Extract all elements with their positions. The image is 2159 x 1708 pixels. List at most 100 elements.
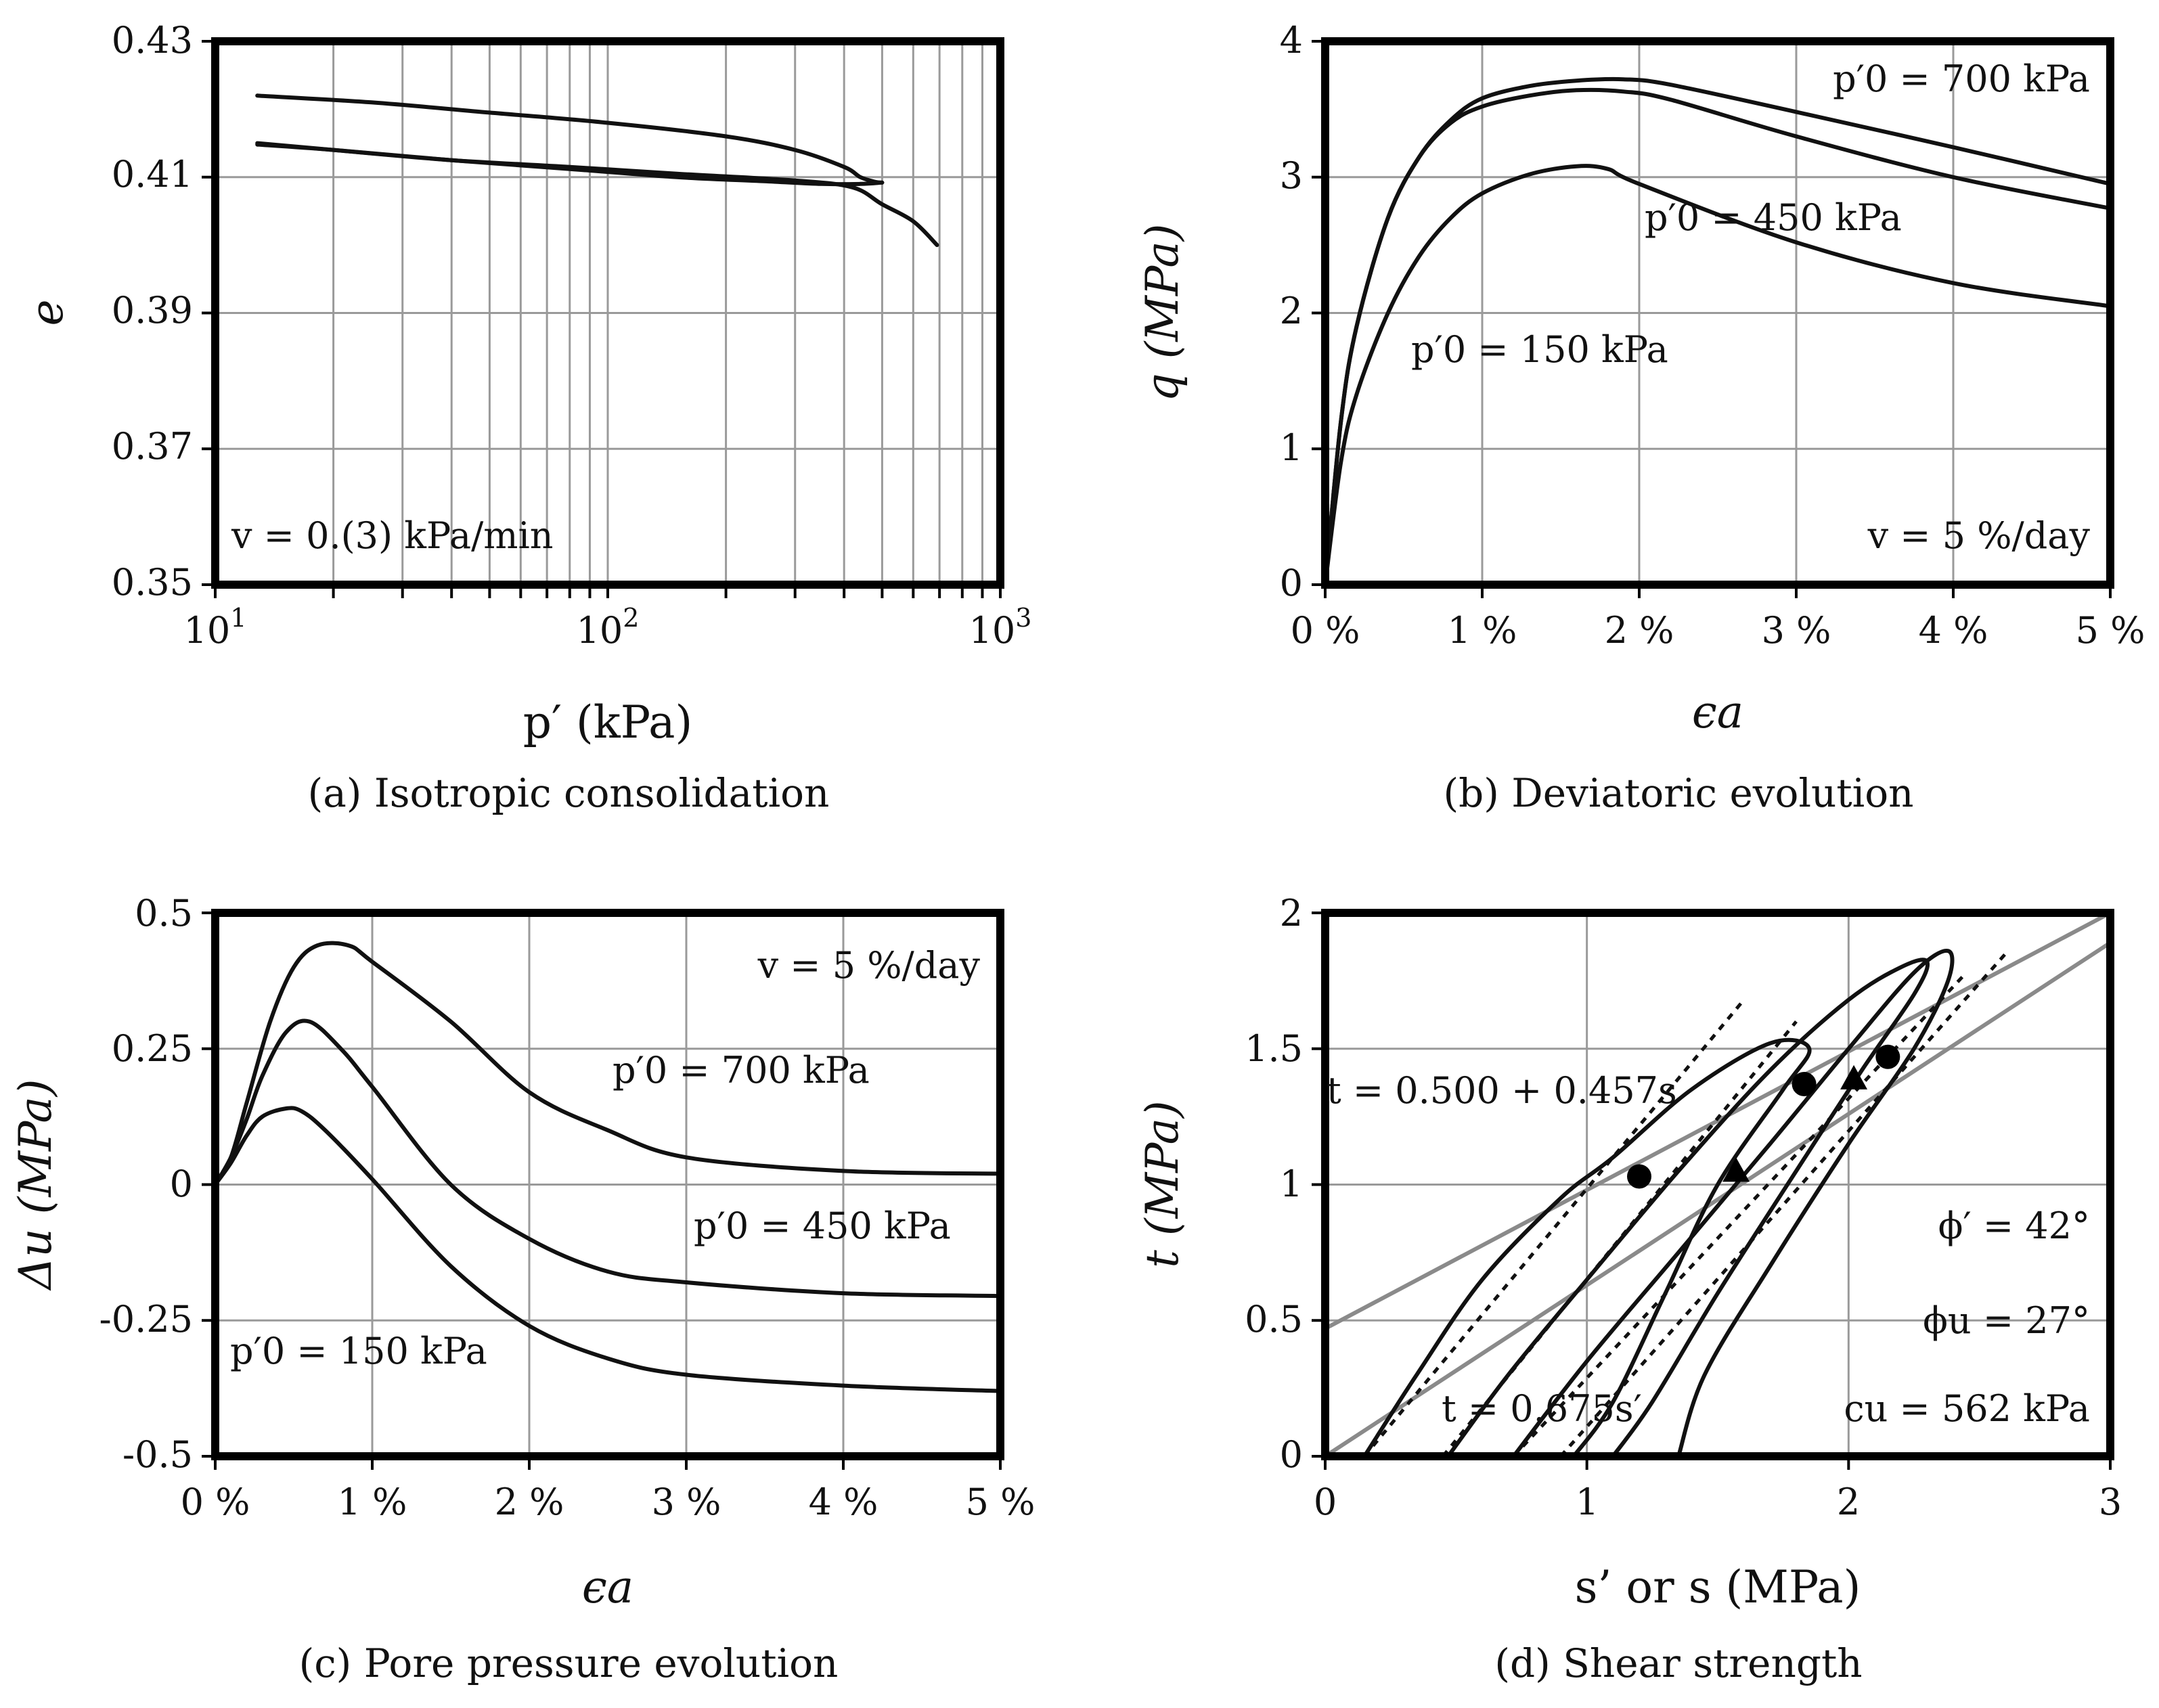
b-ytick-0: 0 (1280, 562, 1303, 604)
c-label-700: p′0 = 700 kPa (613, 1049, 870, 1092)
d-ylabel: t (MPa) (1136, 1100, 1188, 1267)
b-xlabel: ϵa (1692, 686, 1743, 738)
b-ytick-4: 4 (1280, 19, 1303, 62)
c-label-150: p′0 = 150 kPa (230, 1330, 487, 1372)
d-annotation-phi-eff: ϕ′ = 42° (1938, 1205, 2090, 1247)
c-label-450: p′0 = 450 kPa (694, 1205, 951, 1247)
d-xtick-1: 1 (1576, 1481, 1599, 1523)
a-series-1 (255, 93, 885, 185)
b-ylabel: q (MPa) (1136, 223, 1188, 401)
b-series-1 (1323, 87, 2112, 587)
d-fitline-5 (1559, 952, 2007, 1458)
b-series-2 (1323, 164, 2112, 587)
panel-a: 0.35 0.37 0.39 0.41 0.43 101 102 103 e p… (21, 19, 1031, 816)
d-fitline-2 (1363, 998, 1745, 1458)
d-xlabel: s’ or s (MPa) (1575, 1561, 1861, 1613)
panel-c-frame (211, 909, 1004, 1460)
c-annotation: v = 5 %/day (757, 944, 981, 987)
d-xtick-2: 2 (1837, 1481, 1860, 1523)
d-caption: (d) Shear strength (1494, 1640, 1862, 1686)
d-ytick-2: 1 (1280, 1163, 1303, 1205)
a-ytick-4: 0.43 (112, 19, 193, 62)
b-ytick-1: 1 (1280, 426, 1303, 469)
panel-d-fitlines (1324, 911, 2112, 1458)
d-fitline-4 (1512, 971, 1968, 1458)
a-xtick-2: 103 (969, 603, 1032, 652)
d-fitline-1 (1324, 941, 2112, 1458)
a-series-2 (255, 142, 885, 187)
b-ytick-2: 2 (1280, 290, 1303, 332)
d-annotation-phi-u: ϕu = 27° (1923, 1299, 2090, 1342)
c-xtick-1: 1 % (338, 1481, 407, 1523)
d-marker-circle-0 (1627, 1164, 1651, 1189)
c-caption: (c) Pore pressure evolution (299, 1640, 839, 1686)
c-ylabel: Δu (MPa) (9, 1079, 62, 1291)
panel-b-frame (1321, 37, 2114, 589)
c-xtick-3: 3 % (652, 1481, 721, 1523)
panel-b-series (1323, 76, 2112, 587)
panel-d-markers (1627, 1044, 1900, 1189)
b-ytick-3: 3 (1280, 154, 1303, 197)
d-series-1 (1446, 958, 1930, 1458)
b-caption: (b) Deviatoric evolution (1443, 770, 1913, 816)
d-fitline-3 (1442, 1020, 1798, 1458)
d-series-0 (1362, 1037, 1812, 1458)
d-ytick-0: 0 (1280, 1433, 1303, 1476)
a-annotation: v = 0.(3) kPa/min (231, 514, 554, 557)
c-xtick-4: 4 % (809, 1481, 878, 1523)
b-xtick-3: 3 % (1762, 609, 1831, 652)
panel-d: 0 0.5 1 1.5 2 0 1 2 3 t (MPa) s’ or s (M… (1136, 892, 2122, 1686)
a-xlabel: p′ (kPa) (523, 696, 693, 748)
c-ytick-0: -0.5 (123, 1433, 193, 1476)
b-label-150: p′0 = 150 kPa (1411, 328, 1668, 371)
panel-c-series (213, 941, 1002, 1393)
a-ytick-2: 0.39 (112, 289, 193, 332)
c-xtick-0: 0 % (181, 1481, 250, 1523)
d-marker-triangle-0 (1722, 1157, 1750, 1182)
a-ytick-0: 0.35 (112, 561, 193, 604)
d-annotation-fit-effective: t = 0.675s′ (1442, 1387, 1642, 1430)
d-annotation-cu: cu = 562 kPa (1844, 1387, 2090, 1430)
panel-a-frame (211, 37, 1004, 589)
b-annotation: v = 5 %/day (1867, 514, 2091, 557)
panel-c: -0.5 -0.25 0 0.25 0.5 0 % 1 % 2 % 3 % 4 … (9, 892, 1035, 1686)
b-xtick-2: 2 % (1605, 609, 1674, 652)
c-ytick-3: 0.25 (112, 1027, 193, 1070)
b-xtick-4: 4 % (1919, 609, 1988, 652)
panel-d-frame (1321, 909, 2114, 1460)
a-series-0 (255, 141, 939, 248)
c-ytick-1: -0.25 (99, 1298, 193, 1341)
panel-a-series (255, 93, 939, 248)
panel-d-series (1362, 949, 1955, 1458)
d-ytick-1: 0.5 (1245, 1298, 1303, 1341)
d-marker-circle-2 (1875, 1044, 1900, 1069)
d-marker-circle-1 (1791, 1071, 1817, 1096)
c-series-0 (213, 941, 1002, 1187)
b-xtick-5: 5 % (2076, 609, 2145, 652)
d-ytick-4: 2 (1280, 892, 1303, 935)
b-label-700: p′0 = 700 kPa (1833, 58, 2090, 100)
panel-b: 0 1 2 3 4 0 % 1 % 2 % 3 % 4 % 5 % q (MPa… (1136, 19, 2145, 816)
b-label-450: p′0 = 450 kPa (1645, 196, 1902, 239)
b-xtick-1: 1 % (1448, 609, 1517, 652)
c-series-1 (213, 1018, 1002, 1299)
d-ytick-3: 1.5 (1245, 1027, 1303, 1070)
d-annotation-fit-total: t = 0.500 + 0.457s (1327, 1069, 1677, 1112)
d-series-2 (1511, 949, 1955, 1458)
c-xtick-5: 5 % (966, 1481, 1036, 1523)
c-xtick-2: 2 % (495, 1481, 564, 1523)
d-xtick-0: 0 (1314, 1481, 1337, 1523)
a-xtick-0: 101 (184, 603, 247, 652)
a-caption: (a) Isotropic consolidation (308, 770, 830, 816)
c-ytick-2: 0 (170, 1163, 193, 1205)
c-xlabel: ϵa (582, 1561, 633, 1613)
b-xtick-0: 0 % (1291, 609, 1360, 652)
a-xtick-1: 102 (577, 603, 640, 652)
c-ytick-4: 0.5 (135, 892, 193, 935)
d-xtick-3: 3 (2099, 1481, 2122, 1523)
d-marker-triangle-1 (1840, 1064, 1868, 1089)
c-series-2 (213, 1106, 1002, 1393)
a-ytick-1: 0.37 (112, 425, 193, 468)
a-ylabel: e (21, 299, 73, 325)
